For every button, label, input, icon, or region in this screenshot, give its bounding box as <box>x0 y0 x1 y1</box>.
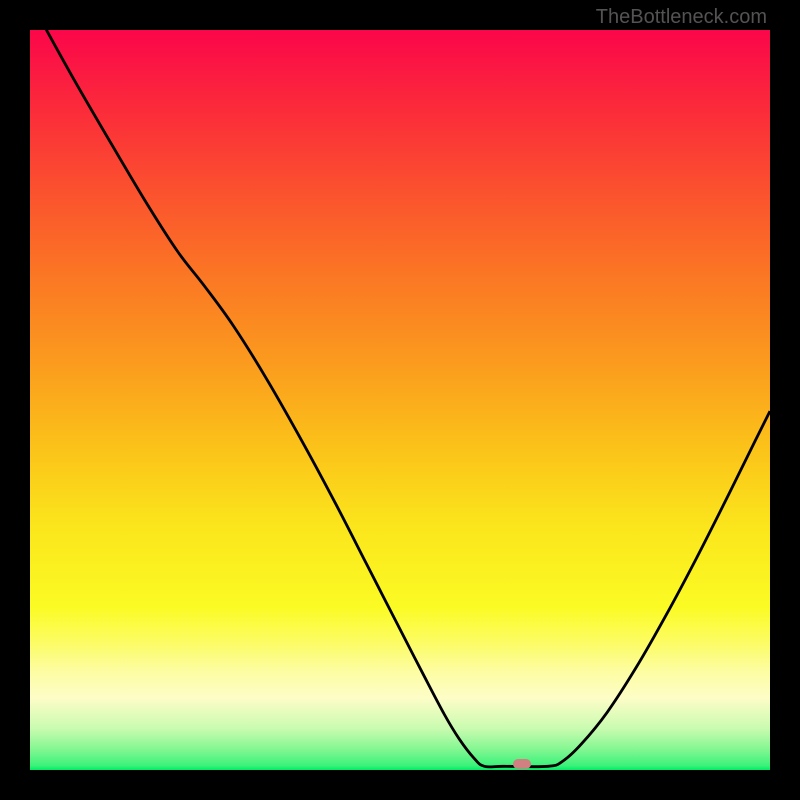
bottleneck-curve <box>30 30 770 770</box>
plot-area <box>30 30 770 770</box>
chart-frame: TheBottleneck.com <box>0 0 800 800</box>
watermark-text: TheBottleneck.com <box>596 6 767 29</box>
optimum-marker <box>513 759 531 769</box>
